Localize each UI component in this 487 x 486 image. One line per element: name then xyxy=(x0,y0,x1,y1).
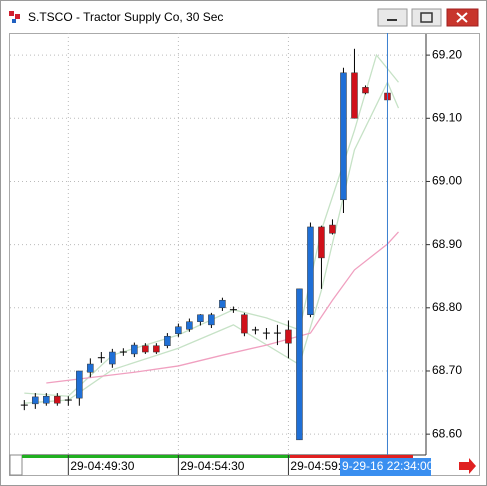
candle-body xyxy=(186,321,193,330)
y-tick-label: 68.60 xyxy=(432,426,462,440)
candle-body xyxy=(87,363,94,373)
candle-body xyxy=(109,351,116,365)
candle-body xyxy=(296,288,303,441)
x-tick-label: 29-04:54:30 xyxy=(180,459,244,473)
scroll-strip-green xyxy=(22,455,290,458)
candle-body xyxy=(351,72,358,119)
scroll-strip-red xyxy=(290,455,413,458)
candle-body xyxy=(318,226,325,259)
x-tick-label: 29-04:59:30 xyxy=(290,459,354,473)
crosshair-label-box xyxy=(340,458,431,476)
plot: 68.60 68.70 68.80 68.90 69.00 69.10 69.20 29-04… xyxy=(10,33,462,476)
y-tick-label: 69.20 xyxy=(432,47,462,61)
candle-body xyxy=(142,345,149,353)
window-title: S.TSCO - Tractor Supply Co, 30 Sec xyxy=(28,10,223,24)
chart-panel xyxy=(9,33,480,476)
candle-body xyxy=(285,329,292,344)
candle-body xyxy=(241,314,248,334)
indicator-line xyxy=(24,53,399,397)
y-tick-label: 68.70 xyxy=(432,363,462,377)
scroll-right-arrow[interactable] xyxy=(459,458,476,474)
crosshair-label: 9-29-16 22:34:00 xyxy=(342,459,434,473)
candle-body xyxy=(329,224,336,234)
candle-body xyxy=(76,370,83,399)
candle-body xyxy=(362,87,369,94)
maximize-button[interactable] xyxy=(411,8,442,27)
candle-body xyxy=(197,314,204,322)
candle-body xyxy=(208,314,215,326)
candle-body xyxy=(32,396,39,405)
candle-body xyxy=(54,395,61,404)
x-tick-label: 29-04:49:30 xyxy=(70,459,134,473)
scroll-box[interactable] xyxy=(9,454,23,476)
minimize-button[interactable] xyxy=(377,8,408,27)
candle-body xyxy=(340,72,347,201)
candle-body xyxy=(175,326,182,334)
candle-body xyxy=(131,344,138,355)
close-button[interactable] xyxy=(446,8,479,27)
app-icon xyxy=(9,11,20,23)
y-tick-label: 69.00 xyxy=(432,174,462,188)
candle-body xyxy=(43,395,50,404)
candle-body xyxy=(164,335,171,346)
candle-body xyxy=(219,299,226,309)
candle-body xyxy=(307,226,314,316)
y-tick-label: 68.80 xyxy=(432,300,462,314)
y-tick-label: 68.90 xyxy=(432,237,462,251)
candle-body xyxy=(153,345,160,353)
y-tick-label: 69.10 xyxy=(432,110,462,124)
